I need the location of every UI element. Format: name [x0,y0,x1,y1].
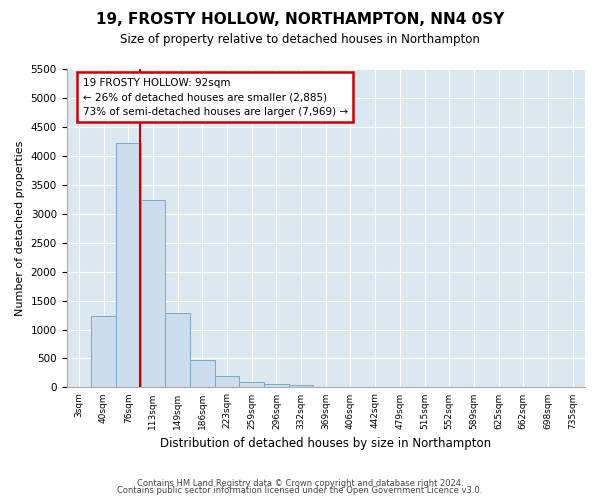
Y-axis label: Number of detached properties: Number of detached properties [15,140,25,316]
Text: 19, FROSTY HOLLOW, NORTHAMPTON, NN4 0SY: 19, FROSTY HOLLOW, NORTHAMPTON, NN4 0SY [96,12,504,28]
Bar [91,316,116,388]
Bar [140,200,165,388]
Bar [289,384,313,388]
Bar [264,384,289,388]
Bar [116,142,140,388]
Text: Size of property relative to detached houses in Northampton: Size of property relative to detached ho… [120,32,480,46]
Bar [165,314,190,388]
Text: Contains HM Land Registry data © Crown copyright and database right 2024.: Contains HM Land Registry data © Crown c… [137,478,463,488]
Text: Contains public sector information licensed under the Open Government Licence v3: Contains public sector information licen… [118,486,482,495]
Bar [190,360,215,388]
Bar [239,382,264,388]
Text: 19 FROSTY HOLLOW: 92sqm
← 26% of detached houses are smaller (2,885)
73% of semi: 19 FROSTY HOLLOW: 92sqm ← 26% of detache… [83,78,348,118]
X-axis label: Distribution of detached houses by size in Northampton: Distribution of detached houses by size … [160,437,491,450]
Bar [215,376,239,388]
